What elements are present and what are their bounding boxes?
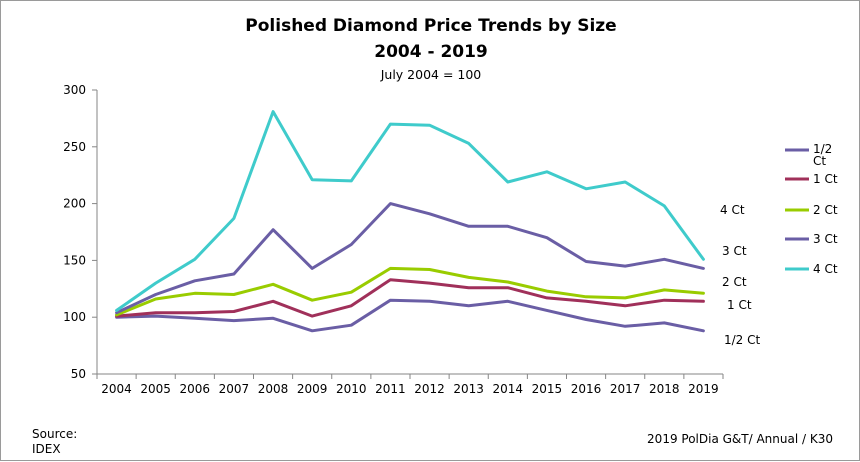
legend-label: 3 Ct bbox=[813, 232, 838, 246]
end-label: 1 Ct bbox=[727, 298, 752, 312]
x-tick-label: 2018 bbox=[649, 382, 680, 396]
end-label: 2 Ct bbox=[722, 275, 747, 289]
chart-title-line2: 2004 - 2019 bbox=[374, 42, 488, 62]
series-group bbox=[115, 110, 705, 333]
source-value: IDEX bbox=[32, 442, 61, 456]
series-line-1-ct bbox=[115, 278, 705, 318]
source-note: Source: IDEX bbox=[32, 427, 77, 457]
x-tick-label: 2012 bbox=[414, 382, 445, 396]
end-label: 3 Ct bbox=[722, 244, 747, 258]
axes: 50 100 150 200 250 300 2004 2005 2006 2007 2008 200… bbox=[63, 83, 724, 396]
chart-title: Polished Diamond Price Trends by Size bbox=[245, 16, 617, 36]
series-line-3-ct bbox=[115, 202, 705, 315]
x-tick-label: 2014 bbox=[493, 382, 524, 396]
end-label: 4 Ct bbox=[720, 203, 745, 217]
legend-label: 1/2 bbox=[813, 142, 832, 156]
legend-label: 4 Ct bbox=[813, 262, 838, 276]
x-tick-label: 2016 bbox=[571, 382, 602, 396]
x-tick-label: 2010 bbox=[336, 382, 367, 396]
x-tick-label: 2004 bbox=[101, 382, 132, 396]
end-label: 1/2 Ct bbox=[724, 333, 761, 347]
x-tick-label: 2017 bbox=[610, 382, 641, 396]
end-labels: 1/2 Ct 1 Ct 2 Ct 3 Ct 4 Ct bbox=[720, 203, 761, 347]
y-tick-label: 300 bbox=[63, 83, 86, 97]
legend-label: 1 Ct bbox=[813, 172, 838, 186]
x-tick-label: 2008 bbox=[258, 382, 289, 396]
chart-subtitle: July 2004 = 100 bbox=[380, 67, 482, 82]
legend-label: 2 Ct bbox=[813, 203, 838, 217]
legend-label: Ct bbox=[813, 154, 826, 168]
series-line-2-ct bbox=[115, 266, 705, 317]
y-tick-label: 150 bbox=[63, 253, 86, 267]
series-line-4-ct bbox=[115, 110, 705, 312]
y-tick-label: 100 bbox=[63, 310, 86, 324]
x-tick-label: 2005 bbox=[140, 382, 171, 396]
x-tick-label: 2009 bbox=[297, 382, 328, 396]
legend: 1/2Ct 1 Ct 2 Ct 3 Ct 4 Ct bbox=[785, 142, 838, 276]
x-tick-label: 2019 bbox=[688, 382, 719, 396]
x-tick-label: 2011 bbox=[375, 382, 406, 396]
y-tick-label: 250 bbox=[63, 140, 86, 154]
source-label: Source: bbox=[32, 427, 78, 441]
series-line-1-2-ct bbox=[115, 298, 705, 333]
y-tick-label: 50 bbox=[71, 367, 86, 381]
x-tick-label: 2015 bbox=[532, 382, 563, 396]
y-tick-label: 200 bbox=[63, 197, 86, 211]
footer-note: 2019 PolDia G&T/ Annual / K30 bbox=[647, 432, 833, 446]
x-tick-label: 2013 bbox=[453, 382, 484, 396]
x-tick-label: 2007 bbox=[219, 382, 250, 396]
x-tick-label: 2006 bbox=[180, 382, 211, 396]
